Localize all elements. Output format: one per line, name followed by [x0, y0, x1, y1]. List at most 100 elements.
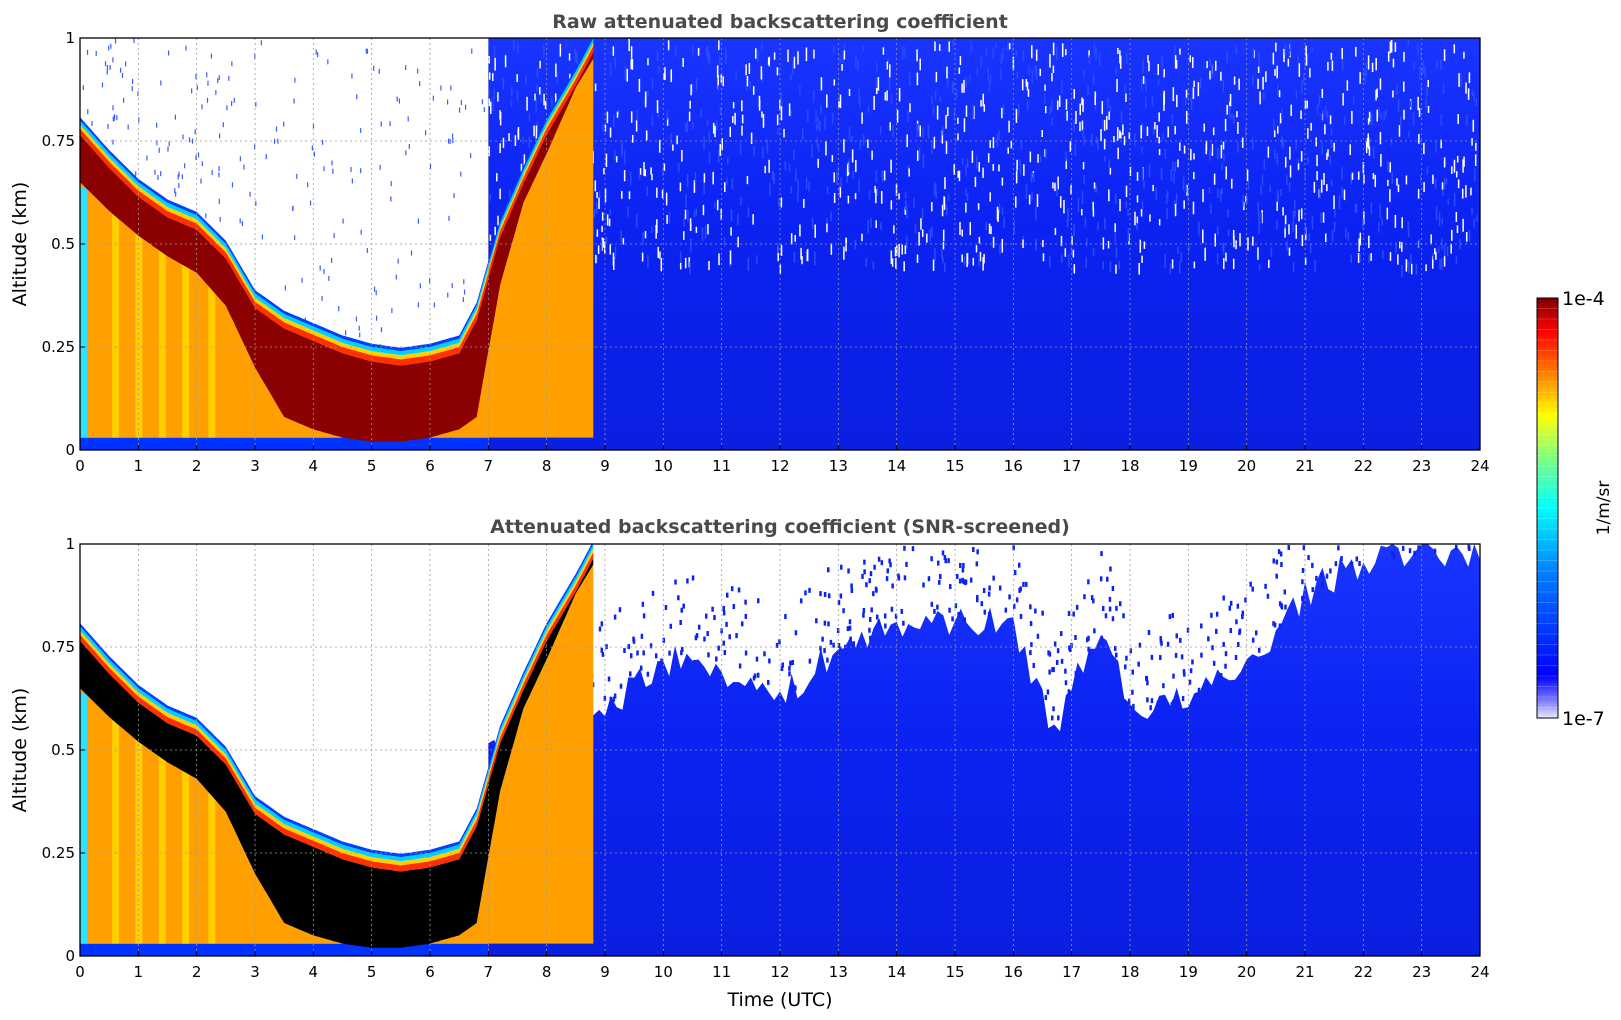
noise-speckle	[376, 315, 378, 321]
noise-speckle	[1333, 221, 1336, 232]
noise-speckle	[953, 164, 955, 175]
noise-speckle	[612, 46, 615, 56]
noise-speckle	[1163, 69, 1165, 78]
noise-speckle	[623, 150, 626, 165]
noise-speckle	[1238, 78, 1240, 91]
screened-speckle	[1012, 603, 1016, 609]
noise-speckle	[1074, 143, 1077, 156]
x-tick-label: 6	[425, 457, 435, 475]
noise-speckle	[833, 172, 835, 183]
screened-speckle	[1114, 652, 1118, 658]
noise-speckle	[1092, 248, 1095, 257]
noise-speckle	[779, 99, 781, 111]
screened-speckle	[1251, 637, 1255, 643]
noise-speckle	[697, 47, 700, 56]
screened-speckle	[639, 665, 643, 671]
noise-speckle	[777, 242, 779, 255]
noise-speckle	[839, 55, 841, 63]
screened-speckle	[1057, 715, 1060, 721]
noise-speckle	[1229, 106, 1231, 119]
noise-speckle	[1210, 143, 1213, 153]
noise-speckle	[1431, 255, 1434, 269]
noise-speckle	[1220, 144, 1223, 159]
noise-speckle	[1163, 90, 1166, 105]
noise-speckle	[761, 72, 764, 83]
screened-speckle	[884, 623, 887, 629]
noise-speckle	[935, 71, 938, 83]
noise-speckle	[1311, 46, 1313, 54]
noise-speckle	[867, 220, 869, 232]
noise-speckle	[920, 218, 922, 230]
noise-speckle	[1127, 209, 1129, 217]
screened-speckle	[613, 614, 617, 620]
noise-speckle	[659, 251, 661, 259]
noise-speckle	[1209, 149, 1211, 161]
noise-speckle	[1295, 139, 1297, 150]
noise-speckle	[1116, 127, 1119, 141]
noise-speckle	[803, 198, 805, 208]
noise-speckle	[1178, 261, 1181, 274]
noise-speckle	[725, 53, 727, 64]
noise-speckle	[1306, 100, 1308, 109]
noise-speckle	[1073, 264, 1076, 274]
noise-speckle	[874, 185, 876, 193]
screened-speckle	[1301, 567, 1305, 573]
noise-speckle	[668, 211, 671, 224]
noise-speckle	[516, 74, 518, 83]
screened-speckle	[947, 558, 950, 564]
noise-speckle	[1418, 134, 1420, 144]
noise-speckle	[1108, 111, 1110, 120]
noise-speckle	[1405, 175, 1408, 185]
noise-speckle	[489, 234, 492, 241]
screened-speckle	[642, 613, 646, 619]
screened-speckle	[627, 644, 630, 650]
noise-speckle	[1457, 114, 1459, 125]
screened-speckle	[988, 585, 991, 591]
noise-speckle	[502, 77, 505, 90]
noise-speckle	[656, 100, 659, 113]
noise-speckle	[1327, 61, 1329, 71]
noise-speckle	[1030, 173, 1033, 183]
noise-speckle	[1283, 54, 1285, 63]
noise-speckle	[1136, 222, 1138, 230]
noise-speckle	[1351, 172, 1354, 180]
noise-speckle	[1375, 89, 1377, 101]
noise-speckle	[1071, 236, 1073, 246]
screened-speckle	[1284, 604, 1287, 610]
noise-speckle	[747, 257, 750, 271]
screened-speckle	[686, 578, 689, 584]
noise-speckle	[933, 183, 936, 197]
noise-speckle	[771, 170, 774, 181]
noise-speckle	[1301, 234, 1304, 247]
noise-speckle	[1174, 55, 1177, 69]
noise-speckle	[601, 124, 604, 132]
noise-speckle	[1001, 177, 1004, 186]
noise-speckle	[254, 53, 256, 59]
noise-speckle	[1095, 91, 1097, 99]
noise-speckle	[1357, 171, 1360, 180]
noise-speckle	[1103, 138, 1106, 150]
noise-speckle	[1394, 42, 1397, 53]
noise-speckle	[794, 235, 796, 242]
screened-speckle	[1159, 636, 1163, 642]
noise-speckle	[961, 254, 963, 263]
noise-speckle	[716, 199, 719, 211]
noise-speckle	[871, 150, 873, 160]
noise-speckle	[1092, 201, 1094, 211]
noise-speckle	[471, 48, 473, 54]
screened-speckle	[680, 607, 683, 613]
noise-speckle	[333, 232, 335, 238]
noise-speckle	[1422, 61, 1425, 74]
noise-speckle	[1352, 96, 1355, 105]
noise-speckle	[1174, 161, 1177, 173]
noise-speckle	[178, 183, 180, 189]
noise-speckle	[916, 254, 919, 263]
screened-speckle	[1032, 662, 1036, 668]
x-tick-label: 21	[1295, 963, 1314, 981]
noise-speckle	[1031, 69, 1034, 83]
noise-speckle	[1330, 128, 1333, 136]
noise-speckle	[830, 211, 832, 222]
screened-speckle	[1147, 629, 1151, 635]
noise-speckle	[1015, 196, 1017, 208]
noise-speckle	[317, 52, 319, 58]
